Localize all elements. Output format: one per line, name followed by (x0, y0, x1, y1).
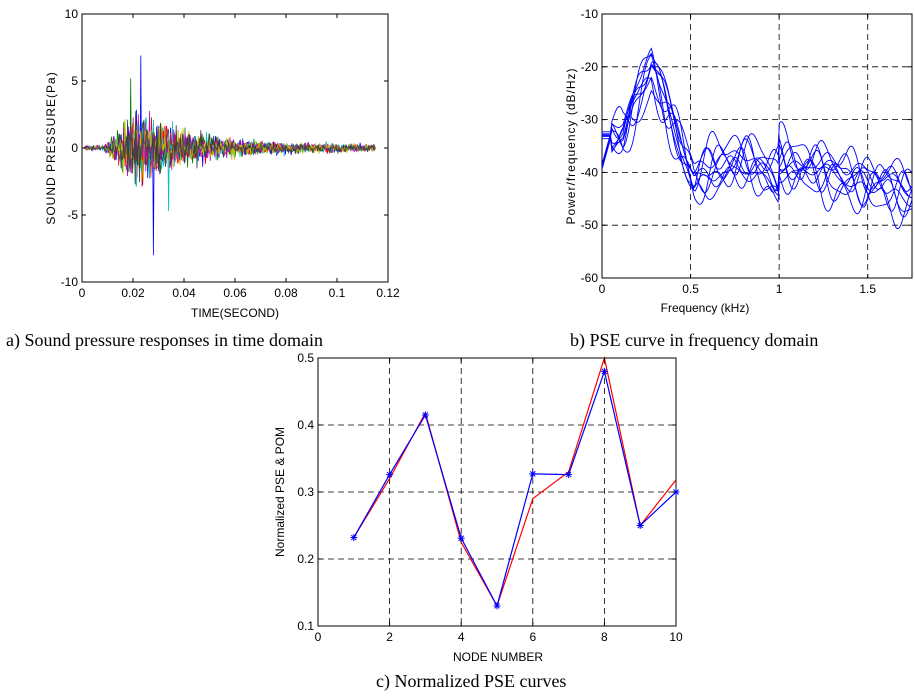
y-tick-label: -10 (581, 7, 599, 21)
panel-b-caption: b) PSE curve in frequency domain (570, 330, 818, 351)
y-tick-label: 0 (71, 141, 78, 155)
panel-c-y-axis-label: Normalized PSE & POM (273, 427, 287, 557)
psd-curve-6 (602, 89, 913, 230)
marker-stroke (637, 522, 644, 529)
marker-stroke (601, 368, 608, 375)
y-tick-label: -5 (67, 208, 78, 222)
x-tick-label: 6 (529, 630, 536, 644)
panel-b-x-axis-label: Frequency (kHz) (661, 301, 750, 315)
y-tick-label: 0.5 (297, 351, 314, 365)
y-tick-label: -20 (581, 60, 599, 74)
marker-stroke (422, 412, 429, 418)
panel-c-y-ticks: 0.5 0.4 0.3 0.2 0.1 (297, 351, 676, 633)
data-point-marker (529, 470, 537, 478)
psd-curve-5 (602, 52, 913, 195)
data-point-marker (386, 471, 394, 479)
panel-b-psd-curves (601, 47, 913, 230)
x-tick-label: 0.04 (172, 286, 196, 300)
x-tick-label: 0.5 (682, 282, 699, 296)
marker-stroke (386, 471, 393, 478)
panel-a-y-axis-label: SOUND PRESSURE(Pa) (44, 71, 58, 224)
x-tick-label: 0.1 (329, 286, 346, 300)
panel-a-caption: a) Sound pressure responses in time doma… (6, 330, 323, 351)
y-tick-label: 0.2 (297, 552, 314, 566)
panel-c-normalized-pse: 0 2 4 6 8 10 0.5 0.4 0.3 0.2 0.1 NODE NUMBER Norm… (273, 351, 683, 692)
y-tick-label: -30 (581, 113, 599, 127)
x-tick-label: 0.12 (376, 286, 400, 300)
series-line-blue (353, 369, 677, 608)
x-tick-label: 0 (79, 286, 86, 300)
y-tick-label: -60 (581, 271, 599, 285)
data-point-marker (350, 534, 358, 542)
x-tick-label: 0.02 (121, 286, 145, 300)
data-point-marker (493, 602, 501, 610)
y-tick-label: 10 (65, 7, 79, 21)
panel-b-x-ticks: 0 0.5 1 1.5 (599, 14, 876, 296)
panel-b-frequency-domain: 0 0.5 1 1.5 -10 -20 -30 -40 -50 -60 Frequency (k… (564, 7, 913, 351)
psd-curve-9 (602, 76, 913, 218)
y-tick-label: 5 (71, 74, 78, 88)
psd-curve-3 (602, 65, 913, 212)
x-tick-label: 10 (669, 630, 683, 644)
data-point-marker (457, 534, 465, 542)
panel-a-x-ticks: 0 0.02 0.04 0.06 0.08 0.1 0.12 (79, 14, 400, 300)
panel-a-x-axis-label: TIME(SECOND) (191, 306, 279, 320)
psd-curve-8 (602, 53, 913, 207)
panel-c-grid (318, 358, 676, 626)
x-tick-label: 0 (599, 282, 606, 296)
y-tick-label: 0.4 (297, 418, 314, 432)
data-point-marker (600, 367, 608, 375)
y-tick-label: 0.3 (297, 485, 314, 499)
x-tick-label: 1 (776, 282, 783, 296)
panel-a-time-domain: 0 0.02 0.04 0.06 0.08 0.1 0.12 10 5 0 -5 -10 TIME(… (6, 7, 400, 351)
panel-c-plot-area (317, 357, 677, 627)
y-tick-label: -10 (61, 275, 79, 289)
signal-line-7 (84, 111, 376, 184)
x-tick-label: 2 (386, 630, 393, 644)
x-tick-label: 1.5 (859, 282, 876, 296)
panel-c-series (350, 355, 680, 610)
marker-stroke (565, 471, 572, 478)
marker-stroke (529, 471, 536, 477)
panel-c-x-ticks: 0 2 4 6 8 10 (315, 358, 683, 644)
x-tick-label: 8 (601, 630, 608, 644)
data-point-marker (565, 471, 573, 479)
panel-c-caption: c) Normalized PSE curves (376, 671, 566, 692)
panel-b-y-axis-label: Power/frequency (dB/Hz) (564, 67, 578, 224)
panel-a-signals (84, 55, 376, 256)
x-tick-label: 0.06 (223, 286, 247, 300)
psd-curve-10 (601, 63, 913, 208)
panel-a-y-ticks: 10 5 0 -5 -10 (61, 7, 388, 289)
panel-c-x-axis-label: NODE NUMBER (453, 650, 543, 664)
marker-stroke (458, 535, 465, 542)
marker-stroke (494, 603, 500, 609)
x-tick-label: 4 (458, 630, 465, 644)
panel-b-y-ticks: -10 -20 -30 -40 -50 -60 (581, 7, 912, 285)
data-point-marker (636, 522, 644, 529)
marker-stroke (350, 534, 357, 541)
y-tick-label: -50 (581, 218, 599, 232)
y-tick-label: 0.1 (297, 619, 314, 633)
data-point-marker (421, 411, 429, 419)
y-tick-label: -40 (581, 165, 599, 179)
x-tick-label: 0 (315, 630, 322, 644)
signal-line-5 (84, 110, 376, 177)
x-tick-label: 0.08 (274, 286, 298, 300)
